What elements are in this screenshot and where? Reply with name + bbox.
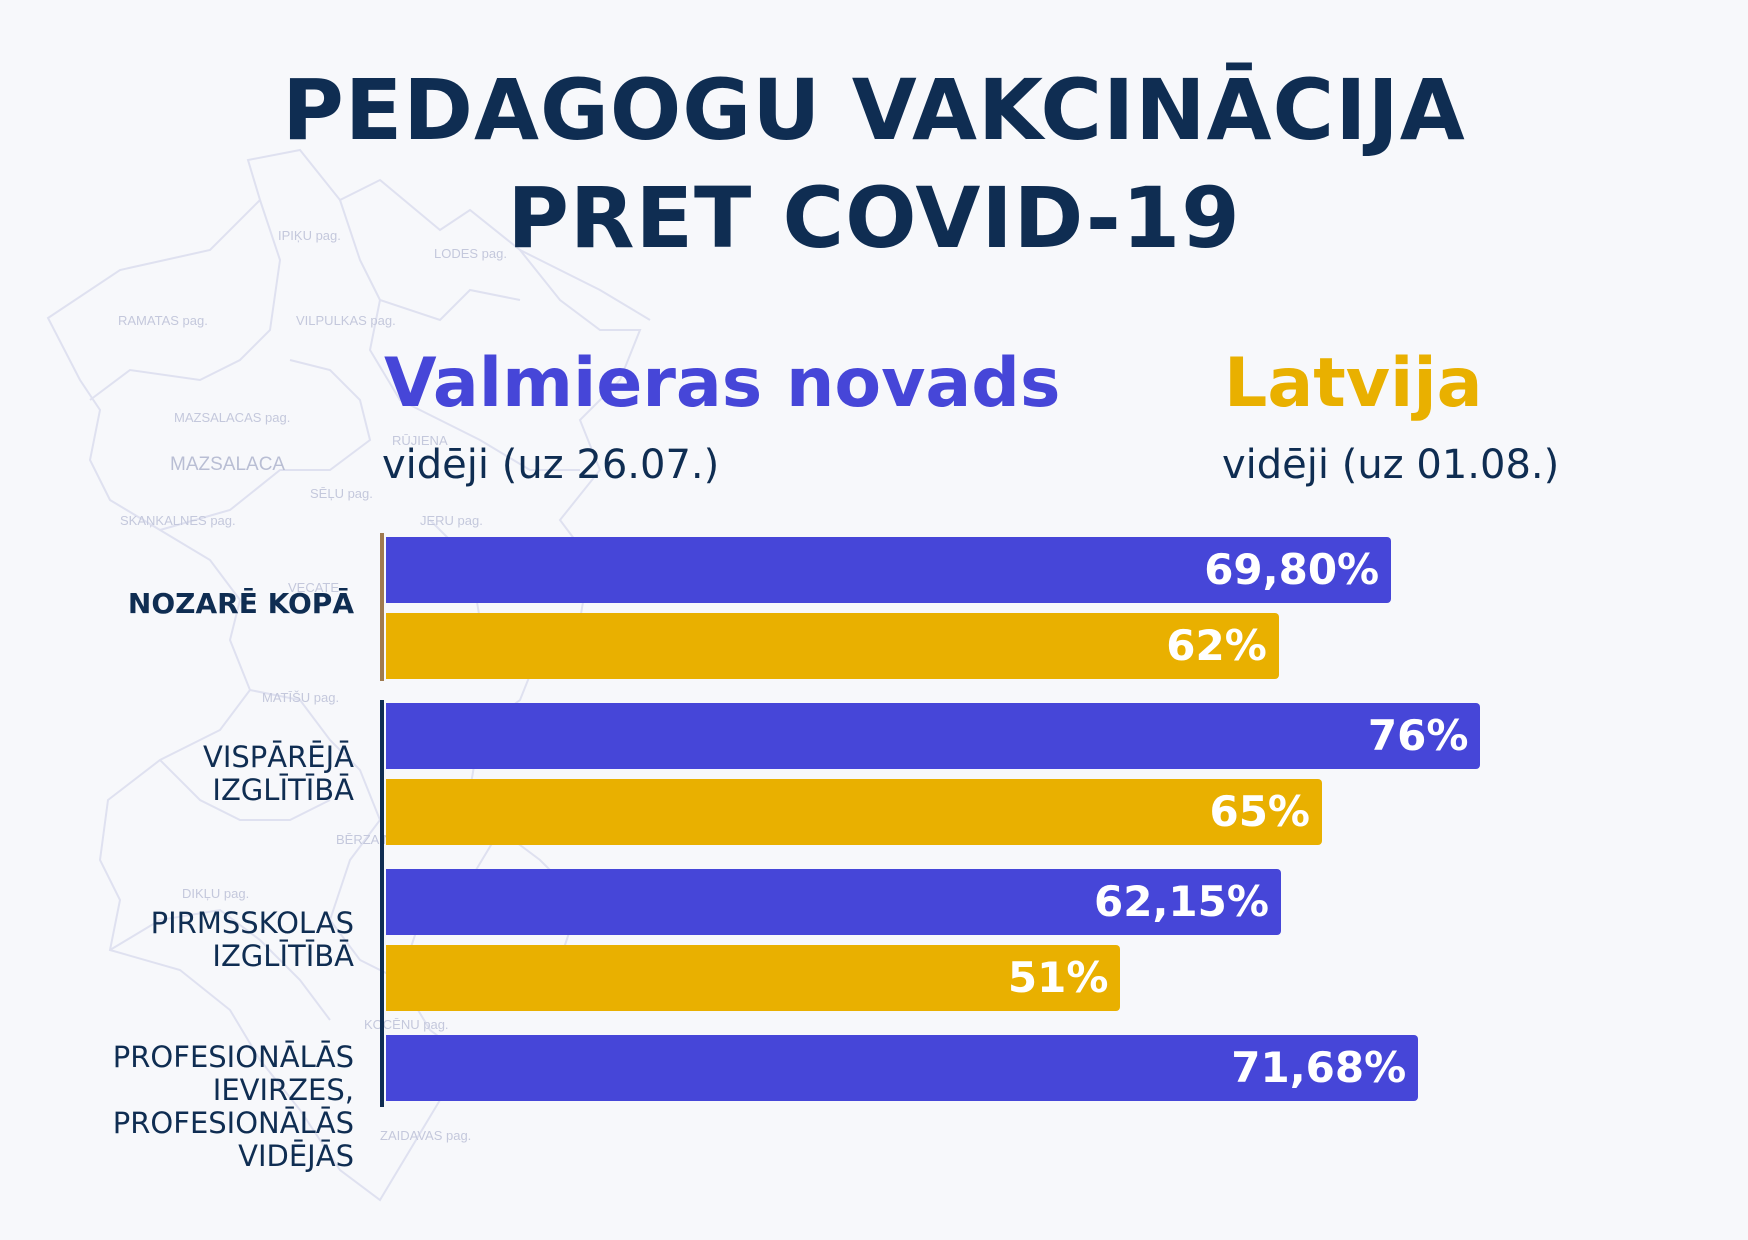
bar-latvija xyxy=(386,779,1322,845)
map-label: MAZSALACAS pag. xyxy=(174,410,291,425)
map-label: JERU pag. xyxy=(420,513,483,528)
bar-value-label: 71,68% xyxy=(1231,1043,1407,1092)
axis-line-total xyxy=(380,533,384,681)
page-title-line-1: PEDAGOGU VAKCINĀCIJA xyxy=(282,61,1466,159)
bar-value-label: 69,80% xyxy=(1204,545,1380,594)
bar-value-label: 62% xyxy=(1166,621,1267,670)
legend-valmiera-note: vidēji (uz 26.07.) xyxy=(382,442,720,488)
map-label: IPIĶU pag. xyxy=(278,228,341,243)
map-label: ZAIDAVAS pag. xyxy=(380,1128,472,1143)
bar-latvija xyxy=(386,945,1121,1011)
map-label: SĒĻU pag. xyxy=(310,486,373,501)
legend-latvija-note: vidēji (uz 01.08.) xyxy=(1222,442,1560,488)
legend-valmiera: Valmieras novads xyxy=(384,344,1061,423)
category-label: PROFESIONĀLĀS IEVIRZES, PROFESIONĀLĀS VI… xyxy=(112,1040,354,1173)
map-label: MATĪŠU pag. xyxy=(262,690,340,705)
axis-line-groups xyxy=(380,700,384,1107)
legend-latvija: Latvija xyxy=(1224,344,1483,423)
bar-value-label: 65% xyxy=(1209,787,1310,836)
map-label: VECATE xyxy=(288,580,340,595)
bar-valmiera xyxy=(386,537,1392,603)
page-title-line-2: PRET COVID-19 xyxy=(507,169,1241,267)
bar-latvija xyxy=(386,613,1279,679)
map-label: KOCĒNU pag. xyxy=(364,1017,449,1032)
bar-value-label: 51% xyxy=(1007,953,1109,1002)
bar-valmiera xyxy=(386,869,1281,935)
category-label: VISPĀRĒJĀ IZGLĪTĪBĀ xyxy=(203,740,354,807)
bar-valmiera xyxy=(386,703,1481,769)
map-label: RAMATAS pag. xyxy=(118,313,208,328)
map-label: SKAŅKALNES pag. xyxy=(120,513,236,528)
map-label: VILPULKAS pag. xyxy=(296,313,396,328)
bar-value-label: 62,15% xyxy=(1094,877,1269,926)
bar-valmiera xyxy=(386,1035,1419,1101)
map-label: MAZSALACA xyxy=(170,454,286,475)
bar-value-label: 76% xyxy=(1367,711,1469,760)
category-label: NOZARĒ KOPĀ xyxy=(127,587,354,620)
map-label: LODES pag. xyxy=(434,246,507,261)
map-label: RŪJIENA xyxy=(392,433,448,448)
category-label: PIRMSSKOLAS IZGLĪTĪBĀ xyxy=(150,906,354,973)
map-label: DIKĻU pag. xyxy=(182,886,250,901)
